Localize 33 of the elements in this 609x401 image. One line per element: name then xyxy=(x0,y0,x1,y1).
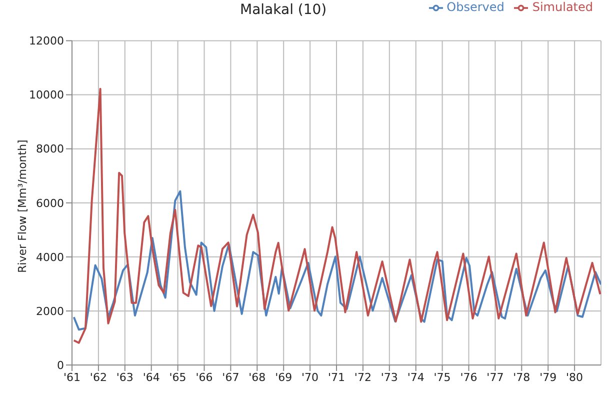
y-tick-label: 6000 xyxy=(36,196,64,210)
x-tick-label: '64 xyxy=(142,370,160,384)
y-tick-label: 12000 xyxy=(29,34,64,48)
x-tick-label: '77 xyxy=(486,370,504,384)
x-tick-label: '68 xyxy=(248,370,266,384)
x-tick-label: '76 xyxy=(460,370,478,384)
legend-label: Observed xyxy=(446,0,504,14)
x-tick-label: '66 xyxy=(196,370,213,384)
y-tick-label: 0 xyxy=(57,358,64,372)
legend-label: Simulated xyxy=(532,0,593,14)
y-tick-label: 10000 xyxy=(29,88,64,102)
x-tick-label: '61 xyxy=(63,370,81,384)
y-tick-label: 4000 xyxy=(36,250,64,264)
x-tick-label: '78 xyxy=(513,370,530,384)
x-tick-label: '63 xyxy=(116,370,134,384)
line-series xyxy=(72,88,601,344)
x-tick-label: '79 xyxy=(540,370,557,384)
x-tick-label: '75 xyxy=(434,370,451,384)
x-tick-label: '62 xyxy=(90,370,107,384)
line-series xyxy=(72,190,601,331)
x-tick-label: '65 xyxy=(169,370,186,384)
x-tick-label: '74 xyxy=(407,370,424,384)
x-tick-label: '72 xyxy=(354,370,372,384)
y-axis-title: River Flow [Mm³/month] xyxy=(16,140,29,273)
x-tick-label: '73 xyxy=(380,370,398,384)
x-tick-label: '70 xyxy=(302,370,319,384)
y-tick-label: 8000 xyxy=(36,142,64,156)
x-tick-label: '71 xyxy=(328,370,346,384)
y-tick-label: 2000 xyxy=(36,304,64,318)
chart-title: Malakal (10) xyxy=(240,2,327,18)
x-tick-label: '80 xyxy=(566,370,584,384)
x-tick-label: '67 xyxy=(222,370,240,384)
x-tick-label: '69 xyxy=(275,370,292,384)
